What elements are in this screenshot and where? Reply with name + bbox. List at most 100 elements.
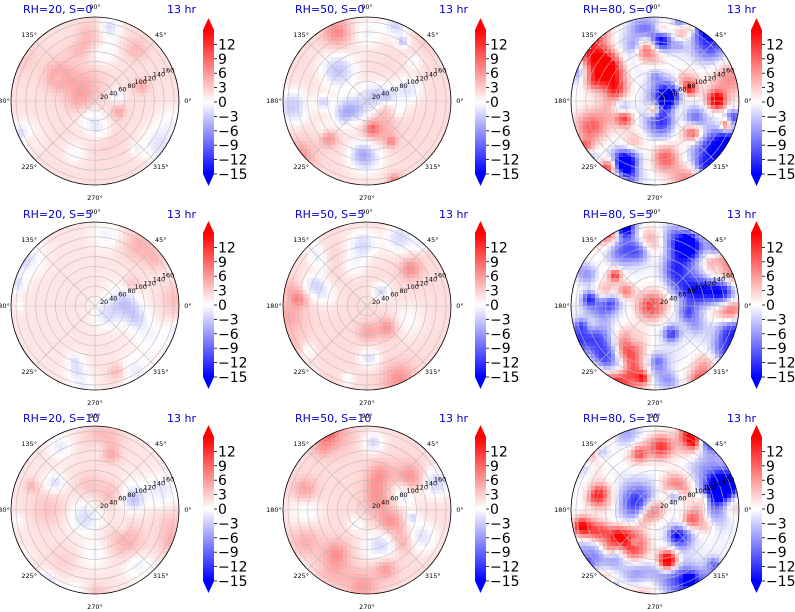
heatmap-cell	[643, 169, 647, 173]
heatmap-cell	[103, 254, 107, 258]
heatmap-cell	[655, 81, 659, 85]
heatmap-cell	[119, 37, 123, 41]
heatmap-cell	[171, 125, 175, 129]
heatmap-cell	[607, 49, 611, 53]
heatmap-cell	[367, 181, 371, 185]
heatmap-cell	[91, 85, 95, 89]
heatmap-cell	[67, 81, 71, 85]
heatmap-cell	[363, 53, 367, 57]
heatmap-cell	[335, 93, 339, 97]
heatmap-cell	[75, 141, 79, 145]
heatmap-cell	[715, 61, 719, 65]
heatmap-cell	[623, 137, 627, 141]
heatmap-cell	[291, 97, 295, 101]
heatmap-cell	[411, 69, 415, 73]
heatmap-cell	[363, 157, 367, 161]
heatmap-cell	[23, 73, 27, 77]
heatmap-cell	[411, 85, 415, 89]
heatmap-cell	[27, 85, 31, 89]
heatmap-cell	[631, 153, 635, 157]
heatmap-cell	[151, 141, 155, 145]
heatmap-cell	[667, 81, 671, 85]
heatmap-cell	[671, 57, 675, 61]
heatmap-cell	[383, 57, 387, 61]
heatmap-cell	[83, 29, 87, 33]
heatmap-cell	[303, 145, 307, 149]
heatmap-cell	[615, 141, 619, 145]
heatmap-cell	[315, 81, 319, 85]
heatmap-cell	[55, 81, 59, 85]
heatmap-cell	[87, 69, 91, 73]
heatmap-cell	[639, 165, 643, 169]
heatmap-cell	[375, 53, 379, 57]
heatmap-cell	[139, 125, 143, 129]
heatmap-cell	[87, 145, 91, 149]
heatmap-cell	[91, 153, 95, 157]
heatmap-cell	[59, 262, 63, 266]
heatmap-cell	[703, 161, 707, 165]
heatmap-cell	[131, 69, 135, 73]
heatmap-cell	[715, 141, 719, 145]
heatmap-cell	[107, 117, 111, 121]
heatmap-cell	[99, 133, 103, 137]
colorbar-bar	[203, 30, 214, 174]
heatmap-cell	[295, 133, 299, 137]
heatmap-cell	[691, 153, 695, 157]
heatmap-cell	[159, 113, 163, 117]
heatmap-cell	[383, 133, 387, 137]
heatmap-cell	[43, 238, 47, 242]
heatmap-cell	[327, 161, 331, 165]
heatmap-cell	[91, 157, 95, 161]
heatmap-cell	[67, 49, 71, 53]
heatmap-cell	[159, 258, 163, 262]
heatmap-cell	[723, 57, 727, 61]
heatmap-cell	[295, 97, 299, 101]
heatmap-cell	[299, 105, 303, 109]
heatmap-cell	[95, 49, 99, 53]
heatmap-cell	[103, 57, 107, 61]
heatmap-cell	[651, 141, 655, 145]
heatmap-cell	[63, 165, 67, 169]
heatmap-cell	[99, 250, 103, 254]
heatmap-cell	[143, 73, 147, 77]
heatmap-cell	[639, 149, 643, 153]
heatmap-cell	[63, 45, 67, 49]
heatmap-cell	[603, 117, 607, 121]
heatmap-cell	[583, 137, 587, 141]
heatmap-cell	[675, 129, 679, 133]
heatmap-cell	[599, 129, 603, 133]
heatmap-cell	[107, 161, 111, 165]
heatmap-cell	[155, 125, 159, 129]
heatmap-cell	[687, 85, 691, 89]
heatmap-cell	[83, 234, 87, 238]
heatmap-cell	[655, 33, 659, 37]
heatmap-cell	[315, 61, 319, 65]
heatmap-cell	[99, 145, 103, 149]
heatmap-cell	[679, 161, 683, 165]
heatmap-cell	[111, 21, 115, 25]
heatmap-cell	[435, 117, 439, 121]
heatmap-cell	[319, 37, 323, 41]
heatmap-cell	[67, 161, 71, 165]
heatmap-cell	[391, 65, 395, 69]
heatmap-cell	[367, 141, 371, 145]
heatmap-cell	[75, 93, 79, 97]
heatmap-cell	[659, 17, 663, 21]
colorbar-tick-label: −12	[766, 153, 795, 169]
heatmap-cell	[343, 141, 347, 145]
heatmap-cell	[647, 121, 651, 125]
heatmap-cell	[703, 141, 707, 145]
heatmap-cell	[135, 266, 139, 270]
heatmap-cell	[379, 37, 383, 41]
heatmap-cell	[307, 105, 311, 109]
heatmap-cell	[603, 61, 607, 65]
heatmap-cell	[147, 93, 151, 97]
heatmap-cell	[19, 145, 23, 149]
heatmap-cell	[591, 129, 595, 133]
heatmap-cell	[359, 21, 363, 25]
heatmap-cell	[59, 242, 63, 246]
heatmap-cell	[431, 77, 435, 81]
heatmap-cell	[111, 57, 115, 61]
heatmap-cell	[359, 169, 363, 173]
heatmap-cell	[395, 49, 399, 53]
